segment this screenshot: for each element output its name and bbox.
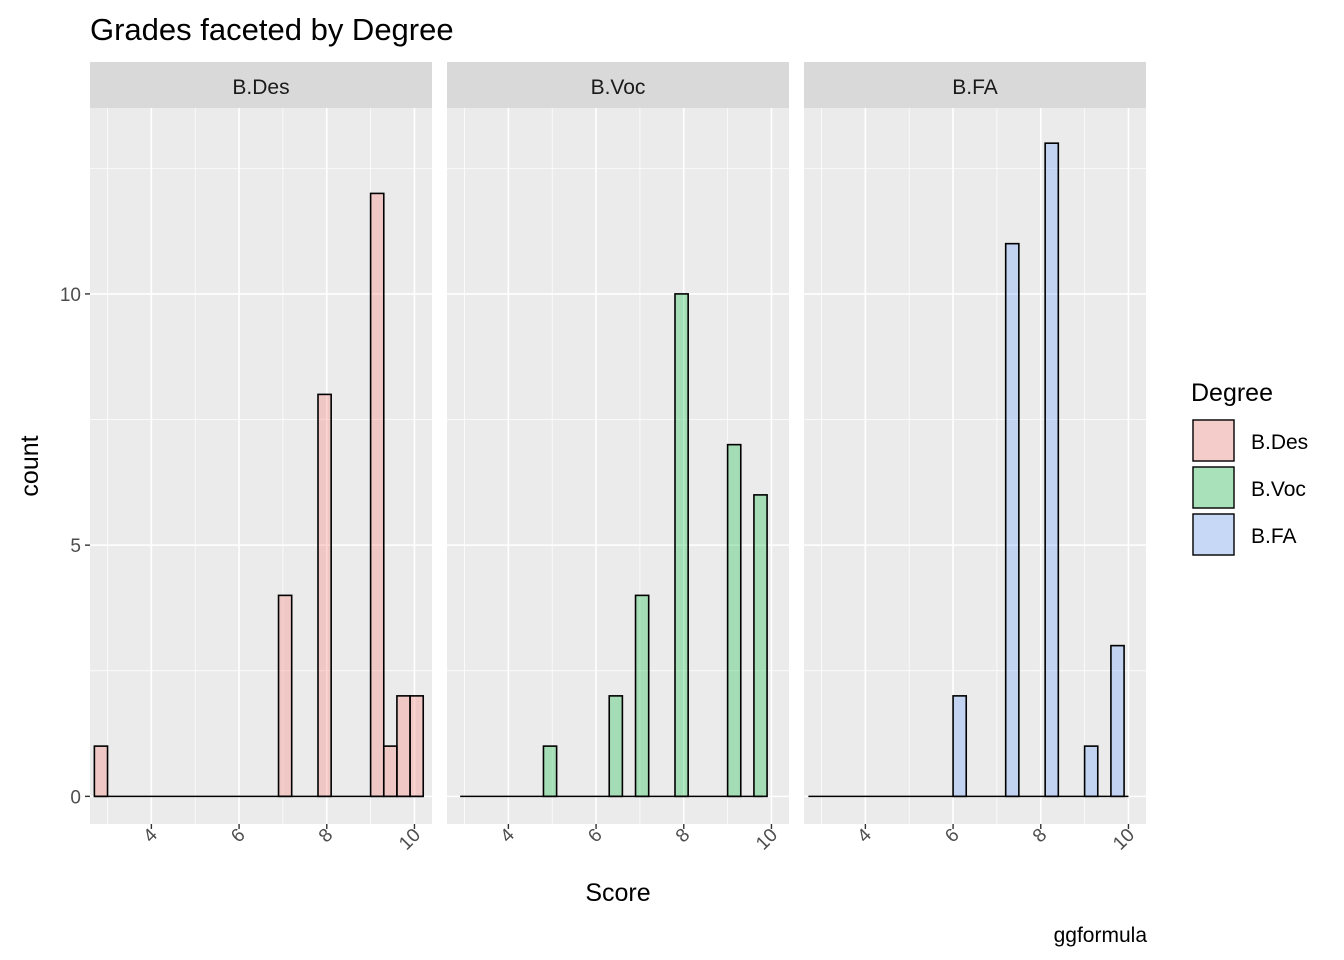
facet-strip <box>804 62 1146 108</box>
x-axis-title: Score <box>585 879 650 907</box>
chart-title: Grades faceted by Degree <box>90 12 454 47</box>
histogram-bar <box>753 494 768 798</box>
y-tick-label: 0 <box>70 787 81 808</box>
facet-strip-label: B.Des <box>232 76 289 99</box>
x-tick-label: 10 <box>1109 825 1139 855</box>
histogram-bar <box>409 695 425 798</box>
legend-key-bg <box>1192 419 1234 462</box>
panel-background <box>447 108 789 824</box>
legend-label: B.Voc <box>1251 478 1306 501</box>
x-tick-label: 10 <box>395 825 425 855</box>
y-tick-label: 10 <box>60 285 81 306</box>
histogram-bar <box>608 695 624 798</box>
facet-strip-label: B.FA <box>952 76 998 99</box>
y-tick-label: 5 <box>70 536 81 557</box>
histogram-bar <box>1044 142 1060 798</box>
panel-background <box>90 108 432 824</box>
legend-label: B.Des <box>1251 431 1308 454</box>
panel-background <box>804 108 1146 824</box>
histogram-bar <box>1083 745 1099 798</box>
histogram-bar <box>1110 644 1125 798</box>
facet-strip <box>90 62 432 108</box>
histogram-bar <box>382 745 398 798</box>
legend-key-bg <box>1192 513 1234 556</box>
facet-b-fa: B.FA4 6 8 10 <box>804 62 1146 854</box>
facet-strip <box>447 62 789 108</box>
legend-key-b-fa <box>1192 513 1235 556</box>
legend-title: Degree <box>1191 379 1273 407</box>
histogram-bar <box>542 745 558 798</box>
histogram-bar <box>726 443 742 798</box>
histogram-bar <box>317 393 332 798</box>
y-axis-title: count <box>16 435 44 496</box>
caption: ggformula <box>1054 924 1148 947</box>
facet-strip-label: B.Voc <box>591 76 646 99</box>
histogram-bar <box>1004 242 1020 798</box>
legend: Degree B.Des B.Voc B.FA <box>1191 379 1308 556</box>
histogram-bar <box>634 594 650 798</box>
histogram-bar <box>369 192 385 798</box>
histogram-bar <box>277 594 293 798</box>
histogram-bar <box>674 293 689 798</box>
legend-label: B.FA <box>1251 525 1297 548</box>
legend-key-b-des <box>1192 419 1235 462</box>
histogram-bar <box>952 695 968 798</box>
x-tick-label: 10 <box>752 825 782 855</box>
histogram-bar <box>396 695 411 798</box>
legend-key-b-voc <box>1192 466 1235 509</box>
histogram-bar <box>93 745 109 798</box>
legend-key-bg <box>1192 466 1234 509</box>
